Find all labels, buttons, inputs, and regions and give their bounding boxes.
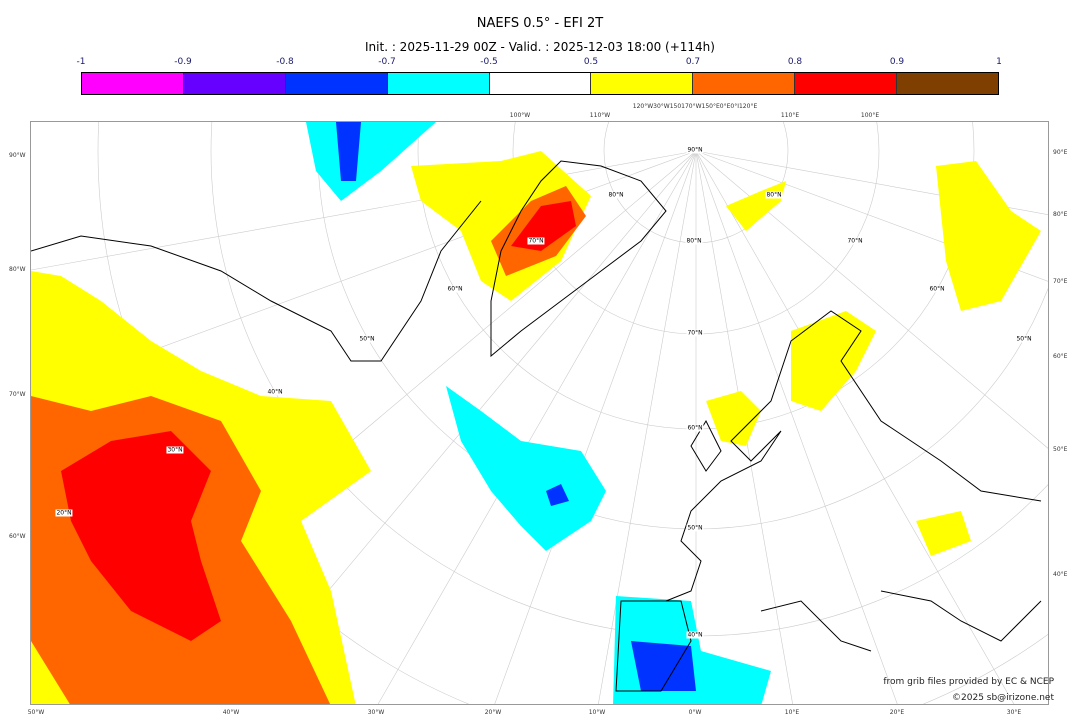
axis-tick-label: 90°W xyxy=(9,152,26,159)
axis-tick-label: 70°W xyxy=(9,391,26,398)
latitude-label: 60°N xyxy=(446,285,464,293)
source-credit: from grib files provided by EC & NCEP xyxy=(883,677,1054,687)
latitude-label: 40°N xyxy=(686,631,704,639)
axis-tick-label: 80°E xyxy=(1053,211,1068,218)
latitude-label: 80°N xyxy=(685,237,703,245)
latitude-label: 80°N xyxy=(765,191,783,199)
colorbar-swatch xyxy=(183,73,286,94)
copyright: ©2025 sb@irizone.net xyxy=(952,693,1054,703)
latitude-label: 90°N xyxy=(686,146,704,154)
axis-tick-label: 60°E xyxy=(1053,353,1068,360)
colorbar-label: -0.5 xyxy=(480,57,498,67)
field-cyan-atlantic xyxy=(446,386,606,551)
colorbar-label: -0.7 xyxy=(378,57,396,67)
map-svg xyxy=(31,122,1048,704)
axis-tick-label: 80°W xyxy=(9,266,26,273)
axis-tick-label: 110°W xyxy=(589,112,611,119)
field-blue-iberia xyxy=(631,641,696,691)
latitude-label: 50°N xyxy=(358,335,376,343)
field-yellow-balkans xyxy=(916,511,971,556)
latitude-label: 20°N xyxy=(55,509,73,517)
latitude-label: 60°N xyxy=(928,285,946,293)
colorbar-label: -0.8 xyxy=(276,57,294,67)
colorbar-swatch xyxy=(693,73,796,94)
axis-tick-label: 60°W xyxy=(9,533,26,540)
axis-tick-label: 120°W30°W150170°W150°E0°E0°I120°E xyxy=(632,103,758,110)
colorbar-swatch xyxy=(285,73,388,94)
field-yellow-russia xyxy=(936,161,1041,311)
colorbar-label: 0.9 xyxy=(889,57,905,67)
latitude-label: 70°N xyxy=(527,237,545,245)
axis-tick-label: 10°W xyxy=(588,709,606,716)
latitude-label: 70°N xyxy=(846,237,864,245)
colorbar-swatch xyxy=(82,73,184,94)
field-cyan-canada xyxy=(306,122,436,201)
field-red-atlantic xyxy=(61,431,221,641)
colorbar-label: -0.9 xyxy=(174,57,192,67)
axis-tick-label: 20°E xyxy=(889,709,905,716)
axis-tick-label: 50°E xyxy=(1053,446,1068,453)
latitude-label: 50°N xyxy=(686,524,704,532)
field-yellow-scandinavia xyxy=(791,311,876,411)
latitude-label: 80°N xyxy=(607,191,625,199)
latitude-label: 50°N xyxy=(1015,335,1033,343)
map-subtitle: Init. : 2025-11-29 00Z - Valid. : 2025-1… xyxy=(365,40,715,54)
latitude-label: 30°N xyxy=(166,446,184,454)
field-blue-canada xyxy=(336,122,361,181)
field-yellow-greenland xyxy=(411,151,591,301)
axis-tick-label: 70°E xyxy=(1053,278,1068,285)
colorbar xyxy=(81,72,999,95)
map-title: NAEFS 0.5° - EFI 2T xyxy=(476,16,604,31)
axis-tick-label: 90°E xyxy=(1053,149,1068,156)
efi-fields xyxy=(31,122,1041,704)
colorbar-label: 0.5 xyxy=(583,57,599,67)
latitude-label: 40°N xyxy=(266,388,284,396)
axis-tick-label: 10°E xyxy=(784,709,800,716)
field-yellow-norway xyxy=(706,391,761,446)
field-red-greenland xyxy=(511,201,576,251)
coastlines xyxy=(31,160,1042,692)
latitude-label: 60°N xyxy=(686,424,704,432)
axis-tick-label: 30°W xyxy=(367,709,385,716)
axis-tick-label: 30°E xyxy=(1006,709,1022,716)
axis-tick-label: 100°W xyxy=(509,112,531,119)
axis-tick-label: 100°E xyxy=(860,112,880,119)
axis-tick-label: 40°W xyxy=(222,709,240,716)
axis-tick-label: 40°E xyxy=(1053,571,1068,578)
colorbar-label: -1 xyxy=(76,57,86,67)
latitude-label: 70°N xyxy=(686,329,704,337)
axis-tick-label: 50°W xyxy=(27,709,45,716)
axis-tick-label: 110°E xyxy=(780,112,800,119)
map-area[interactable] xyxy=(30,121,1049,705)
colorbar-label: 1 xyxy=(996,57,1002,67)
colorbar-label: 0.8 xyxy=(787,57,803,67)
colorbar-swatch xyxy=(591,73,694,94)
field-yellow-svalbard xyxy=(726,181,786,231)
field-blue-atlantic xyxy=(546,484,569,506)
axis-tick-label: 20°W xyxy=(484,709,502,716)
colorbar-label: 0.7 xyxy=(685,57,701,67)
colorbar-swatch xyxy=(897,73,999,94)
colorbar-swatch xyxy=(795,73,898,94)
colorbar-swatch xyxy=(387,73,490,94)
axis-tick-label: 0°W xyxy=(688,709,702,716)
colorbar-swatch xyxy=(489,73,592,94)
